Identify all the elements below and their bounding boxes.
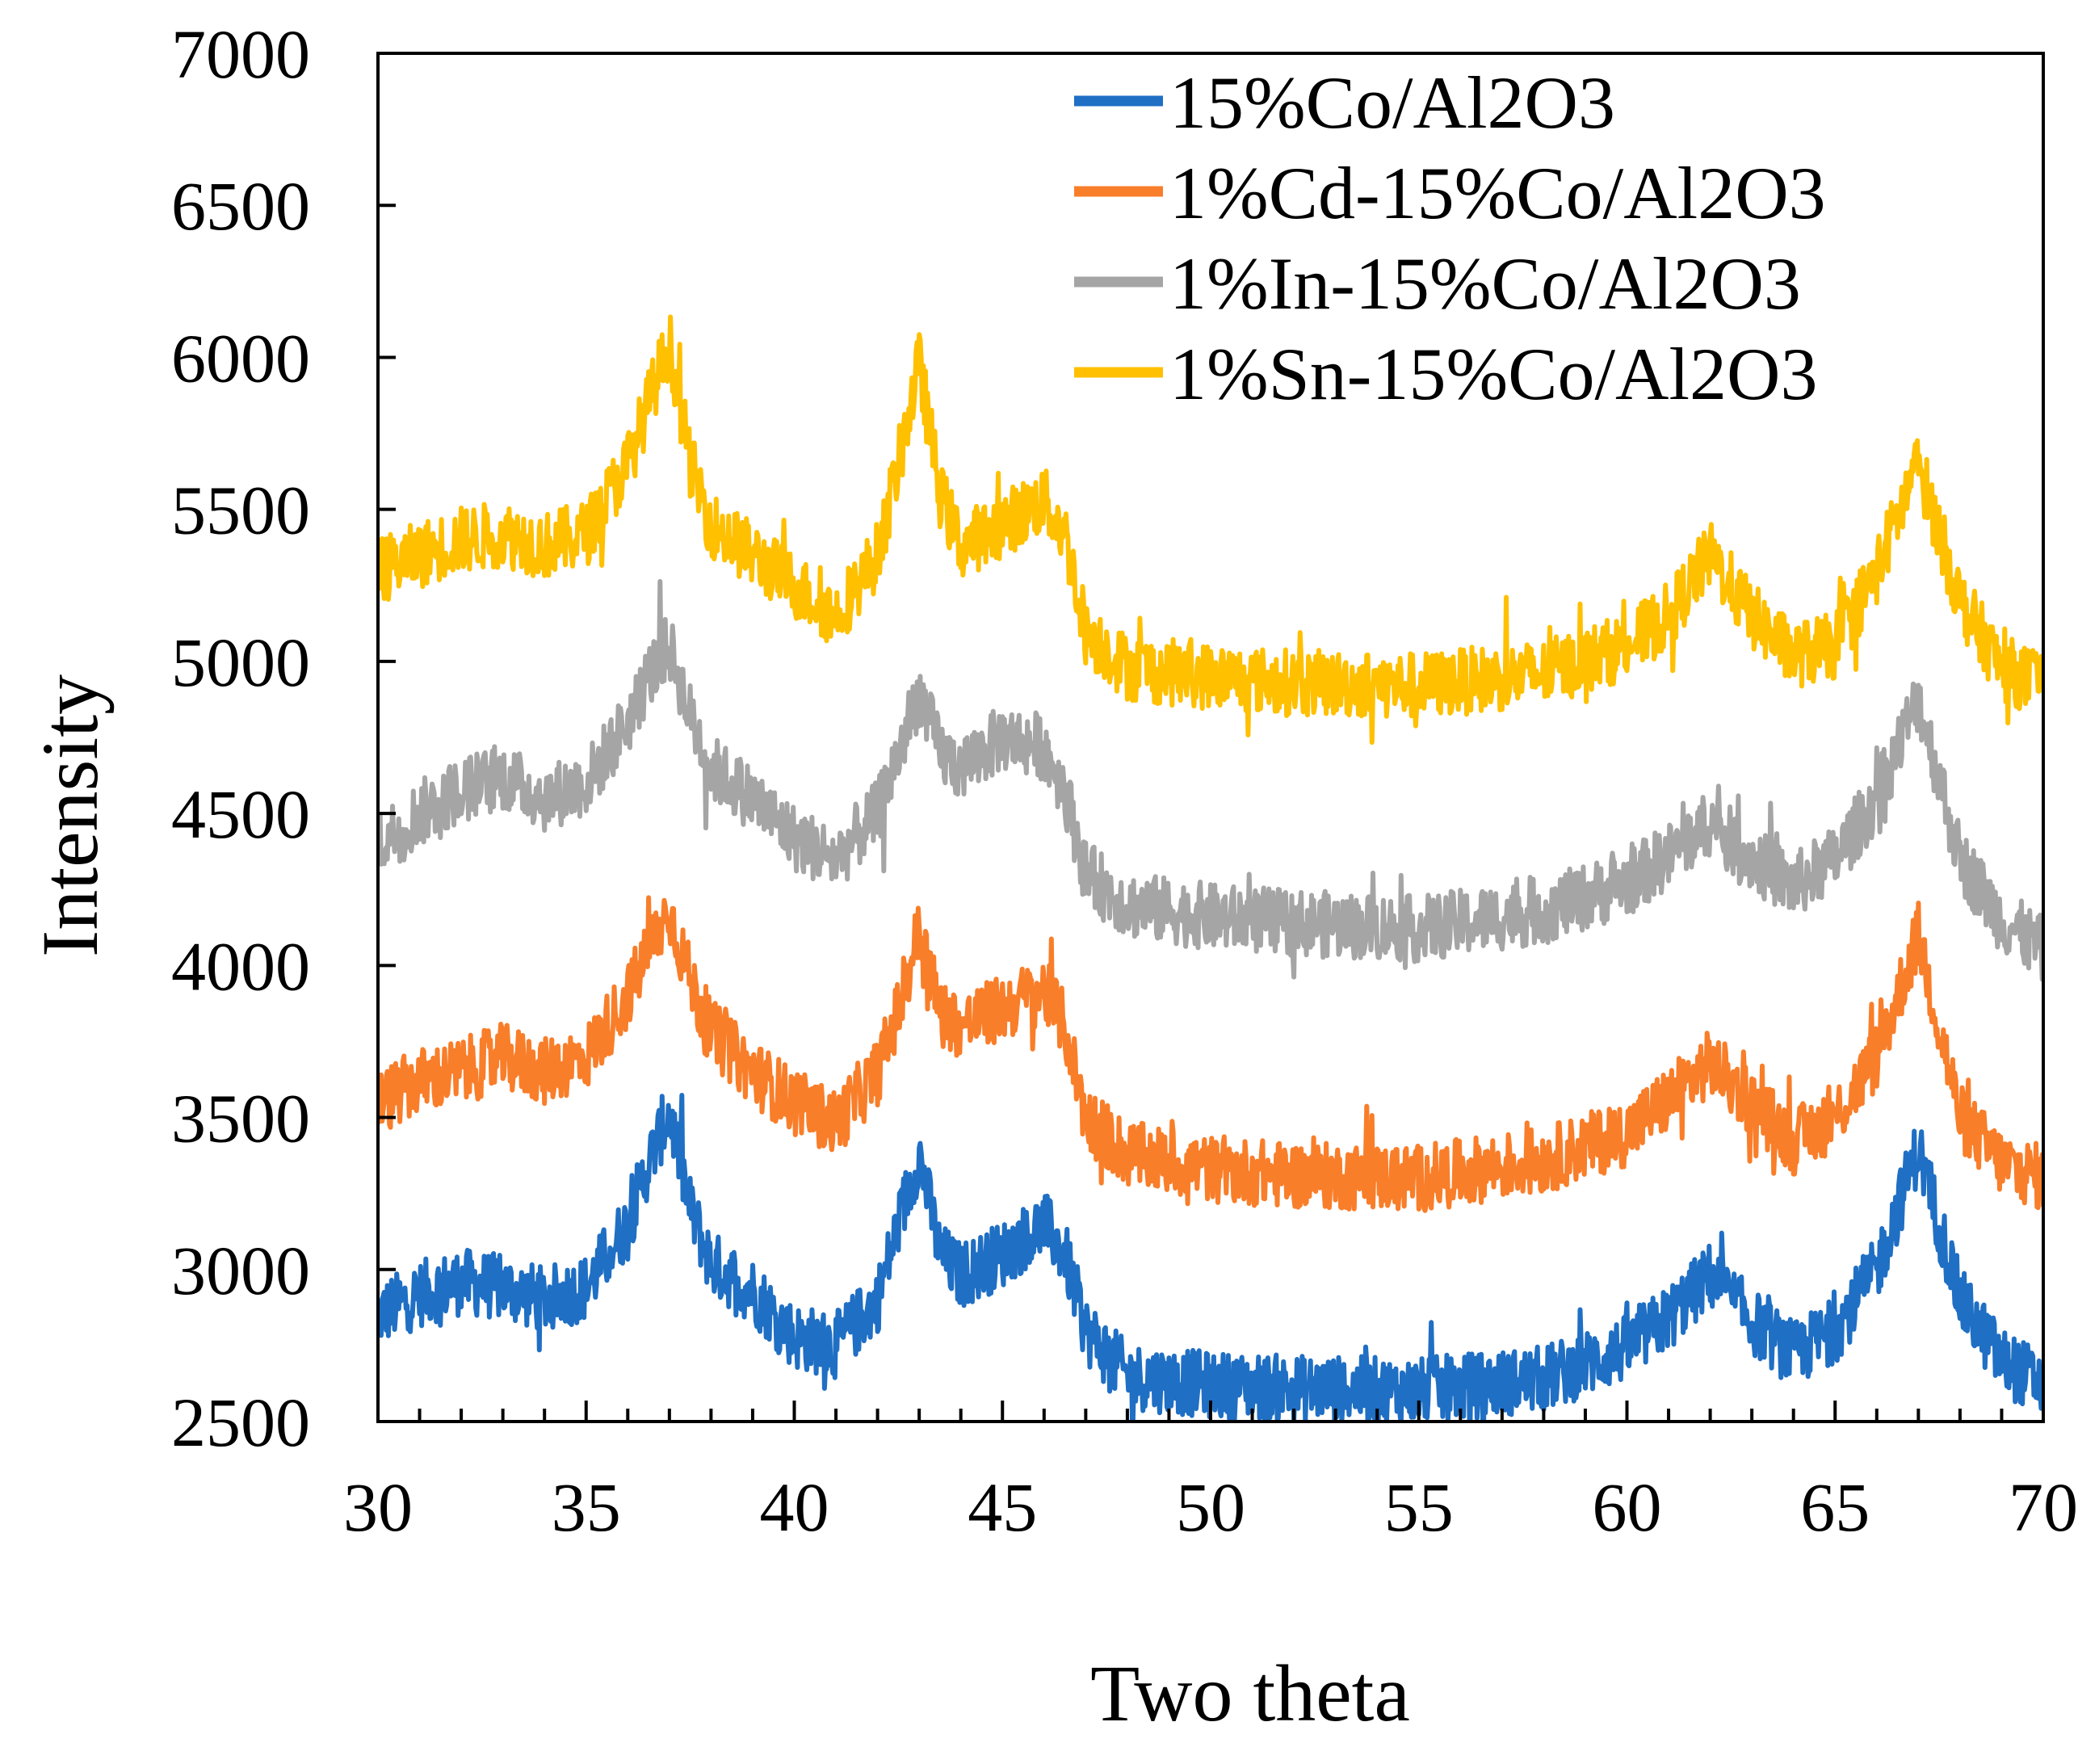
x-tick-label: 55 [1384, 1468, 1454, 1546]
y-tick-label: 6000 [171, 319, 310, 397]
series-layer [378, 314, 2043, 1422]
y-tick-label: 3500 [171, 1080, 310, 1157]
y-tick-label: 5500 [171, 472, 310, 549]
series-line-1 [378, 1093, 2043, 1422]
x-tick-label: 60 [1593, 1468, 1662, 1546]
y-tick-label: 6500 [171, 167, 310, 245]
x-tick-label: 65 [1800, 1468, 1870, 1546]
x-tick-labels: 30 35 40 45 50 55 60 65 70 [343, 1468, 2078, 1546]
x-tick-label: 35 [552, 1468, 621, 1546]
y-tick-label: 2500 [171, 1384, 310, 1461]
series-line-4 [378, 314, 2043, 746]
x-tick-label: 40 [760, 1468, 829, 1546]
y-tick-label: 7000 [171, 15, 310, 93]
y-tick-label: 4500 [171, 775, 310, 853]
legend-label: 15%Co/Al2O3 [1169, 61, 1615, 144]
y-tick-label: 4000 [171, 927, 310, 1005]
y-tick-label: 5000 [171, 624, 310, 701]
x-tick-label: 70 [2009, 1468, 2078, 1546]
x-tick-label: 45 [968, 1468, 1037, 1546]
legend-label: 1%In-15%Co/Al2O3 [1169, 242, 1801, 325]
legend-label: 1%Sn-15%Co/Al2O3 [1169, 333, 1817, 415]
y-tick-labels: 2500 3000 3500 4000 4500 5000 5500 6000 6500 7000 [171, 15, 310, 1461]
legend-label: 1%Cd-15%Co/Al2O3 [1169, 152, 1826, 234]
legend: 15%Co/Al2O31%Cd-15%Co/Al2O31%In-15%Co/Al… [1074, 61, 1826, 415]
tick-layer [376, 52, 2045, 1423]
y-tick-label: 3000 [171, 1232, 310, 1309]
x-axis-title: Two theta [1090, 1648, 1410, 1738]
series-line-3 [378, 578, 2043, 982]
series-line-2 [378, 895, 2043, 1213]
x-tick-label: 30 [343, 1468, 413, 1546]
y-axis-title: Intensity [25, 674, 115, 957]
x-tick-label: 50 [1176, 1468, 1245, 1546]
